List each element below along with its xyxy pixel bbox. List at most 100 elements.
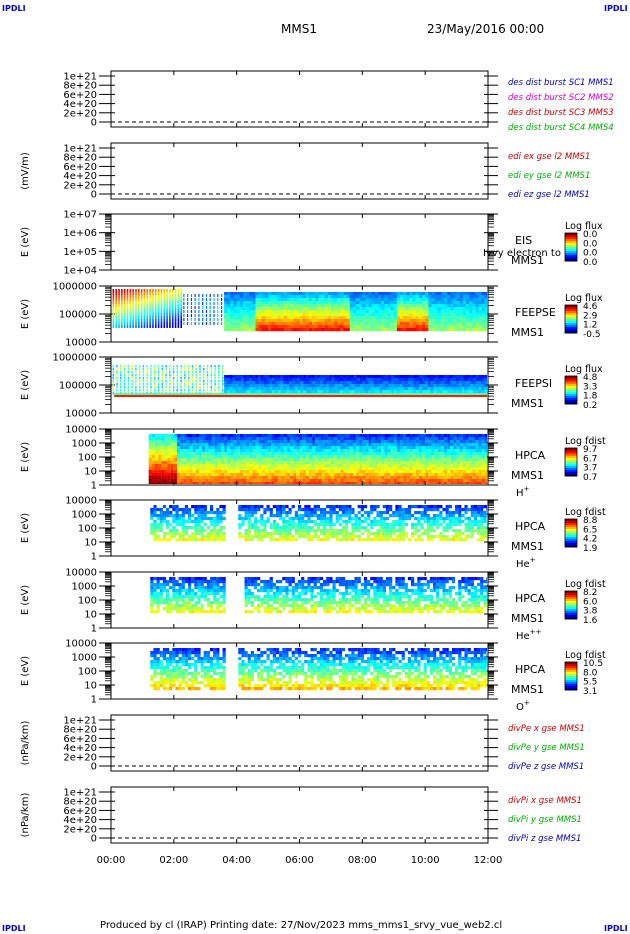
x-tick-label: 00:00 — [97, 855, 126, 866]
colorbar-band — [565, 521, 577, 524]
spacecraft-label: MMS1 — [511, 254, 544, 267]
y-tick-label: 2e+20 — [63, 180, 97, 191]
y-tick-label: 0 — [91, 118, 97, 129]
colorbar-band — [565, 402, 577, 405]
spacecraft-label: MMS1 — [511, 326, 544, 339]
colorbar-tick: 8.0 — [583, 668, 598, 678]
colorbar-band — [565, 682, 577, 685]
panel-10 — [99, 714, 498, 772]
colorbar-band — [565, 243, 577, 246]
instrument-label: HPCA — [515, 520, 546, 533]
spectrogram — [150, 577, 487, 614]
y-tick-label: 10000 — [65, 568, 97, 579]
colorbar-band — [565, 400, 577, 403]
spectrogram — [150, 648, 487, 691]
colorbar-band — [565, 313, 577, 316]
panel-frame — [110, 142, 489, 200]
colorbar-band — [565, 241, 577, 244]
colorbar-band — [565, 525, 577, 528]
y-tick-label: 4e+20 — [63, 171, 97, 182]
colorbar-band — [565, 533, 577, 536]
colorbar-band — [565, 662, 577, 665]
colorbar-band — [565, 317, 577, 320]
species-label: O+ — [516, 699, 530, 713]
y-tick-label: 6e+20 — [63, 162, 97, 173]
colorbar-band — [565, 676, 577, 679]
colorbar-frame — [564, 518, 578, 548]
legend-entry: des dist burst SC2 MMS2 — [508, 93, 614, 103]
spacecraft-label: MMS1 — [511, 469, 544, 482]
colorbar-tick: 1.6 — [583, 616, 598, 626]
panel-8 — [99, 571, 578, 629]
overlay-label: Ivvy electron to — [483, 248, 561, 259]
colorbar-band — [565, 664, 577, 667]
colorbar-band — [565, 386, 577, 389]
legend-entry: divPe x gse MMS1 — [508, 724, 585, 734]
colorbar-band — [565, 331, 577, 334]
panel-4 — [99, 285, 578, 343]
spectrogram — [150, 505, 487, 542]
colorbar-band — [565, 615, 577, 618]
colorbar-band — [565, 384, 577, 387]
colorbar-tick: 4.2 — [583, 535, 597, 545]
spectrogram — [112, 365, 487, 397]
colorbar-band — [565, 519, 577, 522]
y-tick-label: 10 — [84, 538, 97, 549]
y-axis-label: E (eV) — [20, 370, 31, 400]
colorbar-band — [565, 591, 577, 594]
panel-7 — [99, 499, 578, 557]
y-tick-label: 1e+07 — [63, 210, 97, 221]
y-axis-label: (nPa/km) — [20, 721, 31, 766]
colorbar-title: Log fdist — [565, 579, 606, 590]
colorbar-band — [565, 315, 577, 318]
spectrogram — [112, 289, 487, 332]
panel-1 — [99, 70, 498, 128]
y-tick-label: 0 — [91, 834, 97, 845]
x-tick-label: 08:00 — [348, 855, 377, 866]
spacecraft-label: MMS1 — [511, 612, 544, 625]
colorbar-tick: 0.0 — [583, 258, 598, 268]
y-tick-label: 4e+20 — [63, 99, 97, 110]
colorbar-band — [565, 607, 577, 610]
colorbar-band — [565, 329, 577, 332]
colorbar-band — [565, 545, 577, 548]
colorbar-tick: 4.8 — [583, 373, 598, 383]
colorbar-band — [565, 678, 577, 681]
colorbar-band — [565, 474, 577, 477]
y-tick-label: 4e+20 — [63, 743, 97, 754]
y-tick-label: 10000 — [65, 409, 97, 420]
spacecraft-label: MMS1 — [511, 397, 544, 410]
colorbar-tick: 2.9 — [583, 311, 598, 321]
colorbar-tick: 8.8 — [583, 516, 598, 526]
colorbar-tick: 3.3 — [583, 382, 597, 392]
colorbar-band — [565, 245, 577, 248]
colorbar-band — [565, 257, 577, 260]
colorbar-band — [565, 251, 577, 254]
y-tick-label: 1e+21 — [63, 716, 97, 727]
colorbar-band — [565, 464, 577, 467]
y-tick-label: 0 — [91, 190, 97, 201]
legend-entry: des dist burst SC4 MMS4 — [508, 123, 614, 133]
colorbar-band — [565, 527, 577, 530]
colorbar-band — [565, 458, 577, 461]
colorbar-band — [565, 239, 577, 242]
colorbar-tick: 5.5 — [583, 678, 597, 688]
colorbar-band — [565, 686, 577, 689]
y-tick-label: 2e+20 — [63, 824, 97, 835]
y-axis-label: E (eV) — [20, 227, 31, 257]
y-tick-label: 1 — [91, 624, 97, 635]
y-axis-label: (nPa/km) — [20, 793, 31, 838]
colorbar-band — [565, 595, 577, 598]
colorbar-tick: 1.9 — [583, 544, 598, 554]
colorbar-band — [565, 456, 577, 459]
y-tick-label: 1000 — [72, 439, 97, 450]
panel-frame — [110, 786, 489, 844]
y-tick-label: 2e+20 — [63, 108, 97, 119]
colorbar-tick: 6.0 — [583, 597, 598, 607]
y-tick-label: 100 — [78, 524, 97, 535]
colorbar-band — [565, 382, 577, 385]
colorbar-title: Log flux — [565, 364, 603, 375]
colorbar-band — [565, 460, 577, 463]
legend-entry: divPe y gse MMS1 — [508, 743, 585, 753]
legend-entry: edi ex gse l2 MMS1 — [508, 152, 590, 162]
